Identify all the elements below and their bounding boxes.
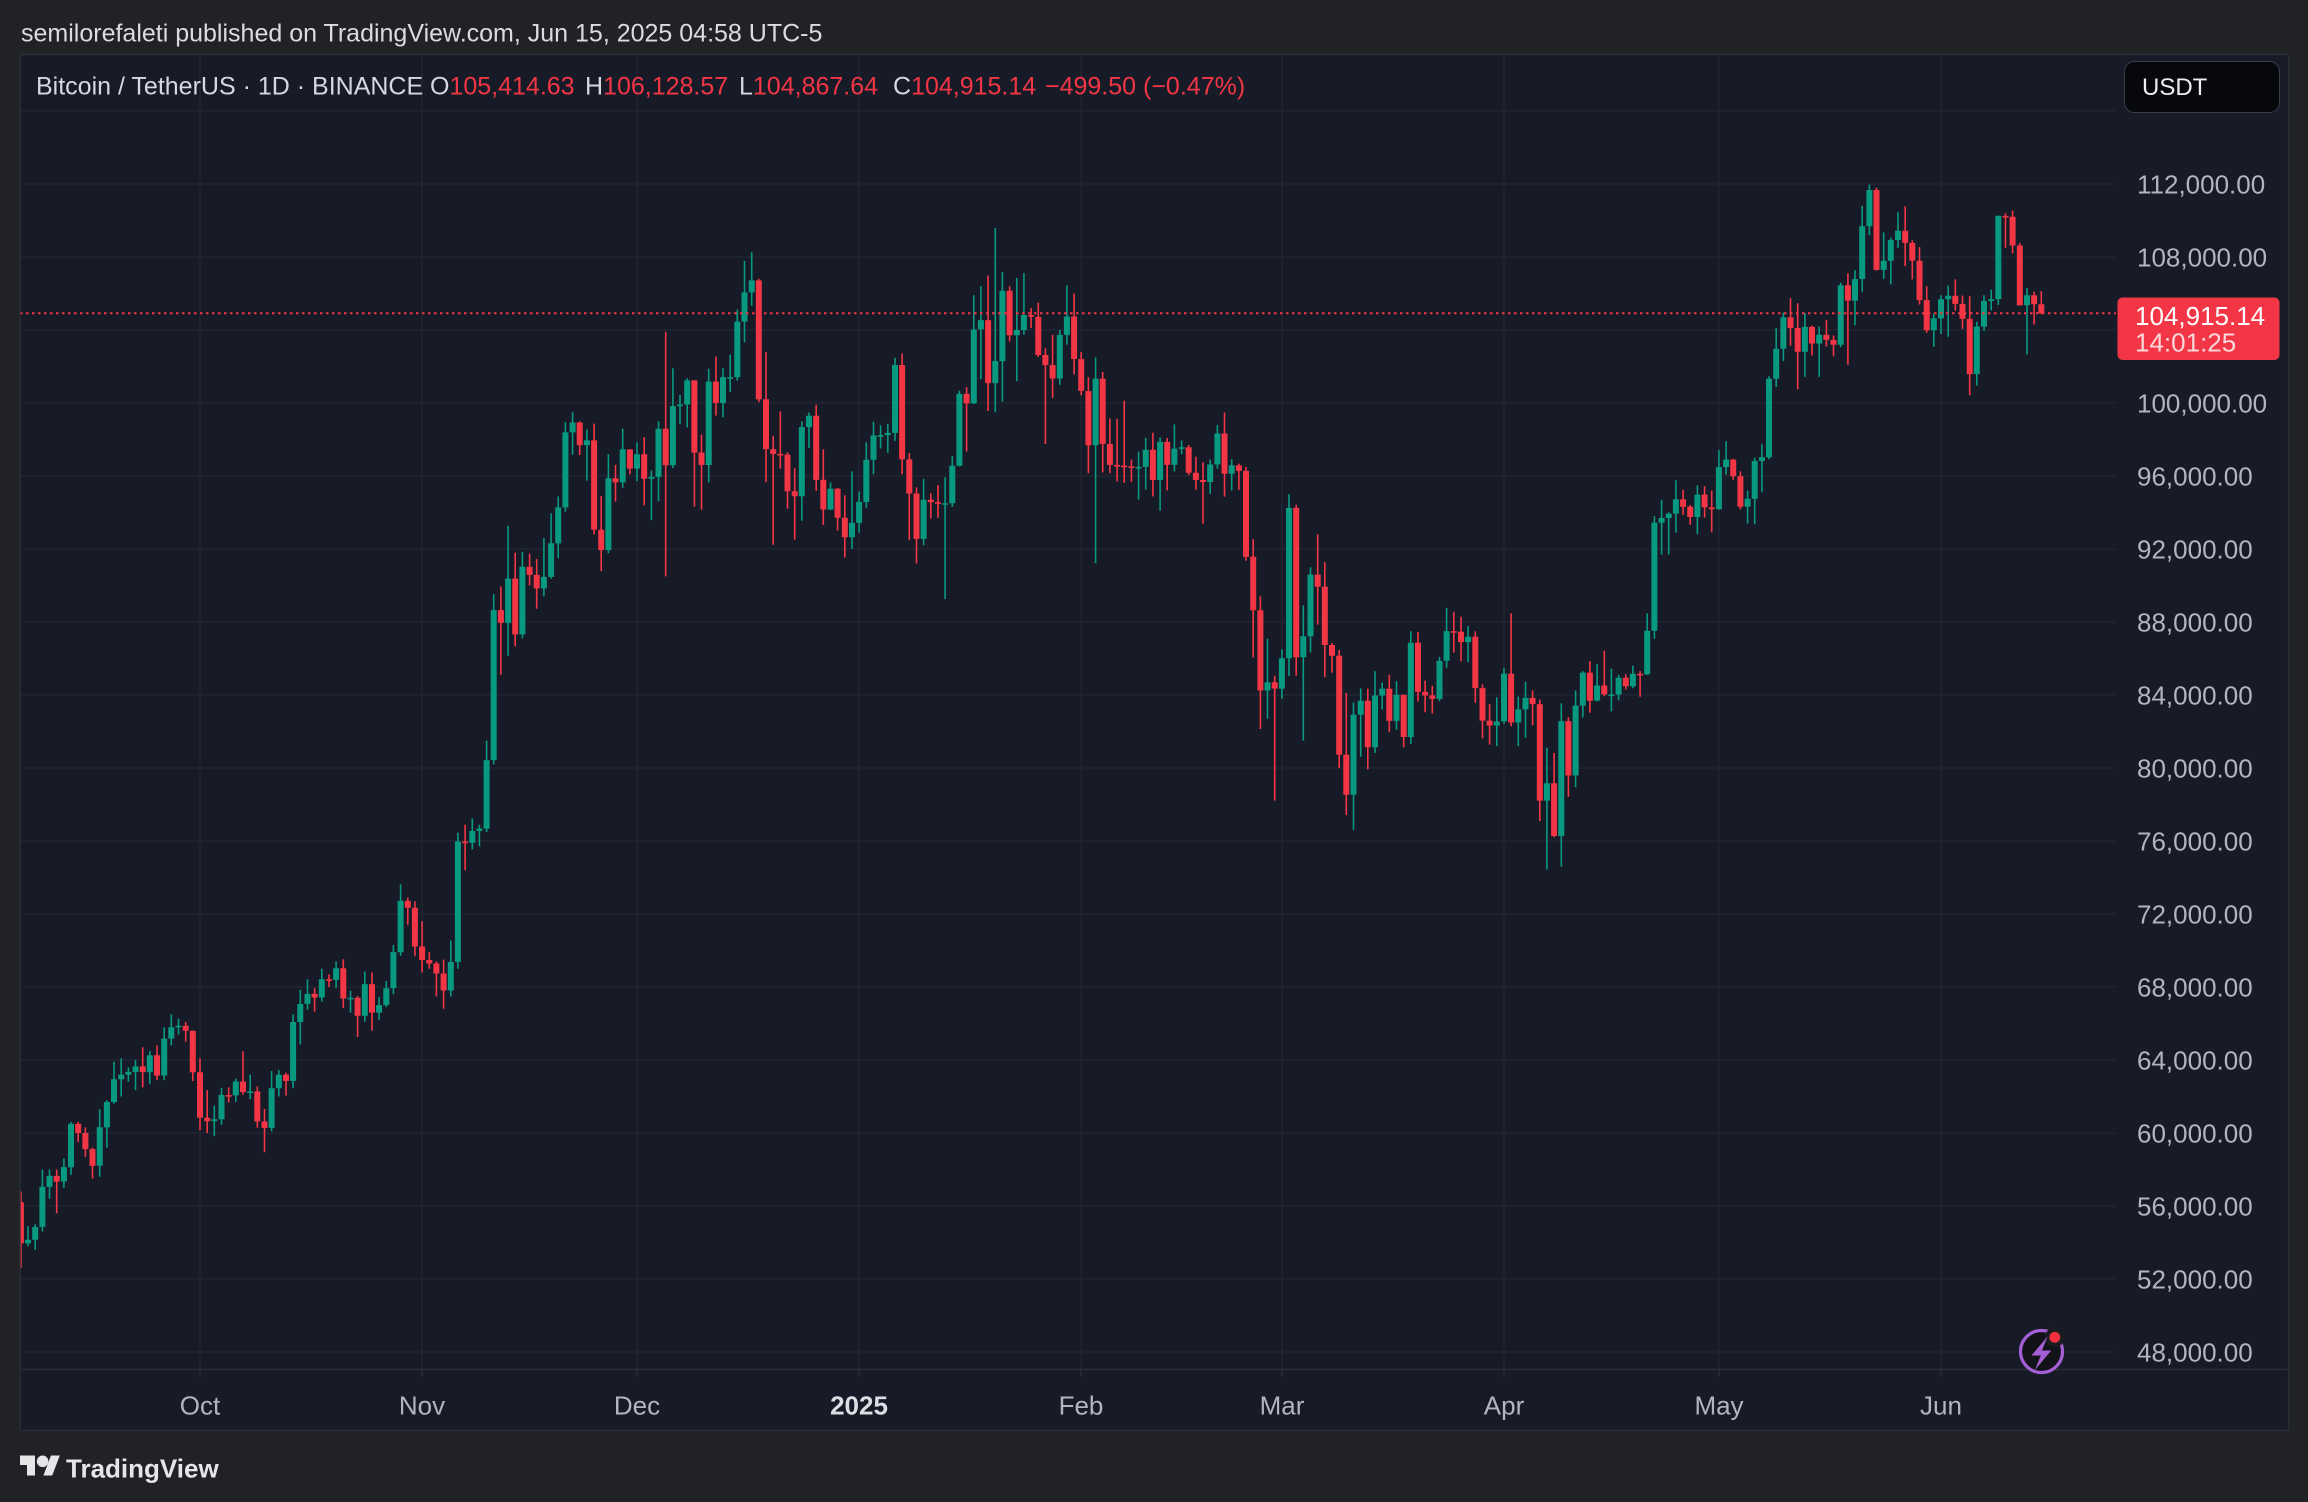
svg-text:Feb: Feb <box>1059 1391 1104 1421</box>
svg-text:−499.50 (−0.47%): −499.50 (−0.47%) <box>1045 73 1245 101</box>
svg-text:56,000.00: 56,000.00 <box>2137 1192 2253 1222</box>
svg-text:52,000.00: 52,000.00 <box>2137 1265 2253 1295</box>
svg-text:92,000.00: 92,000.00 <box>2137 535 2253 565</box>
svg-text:80,000.00: 80,000.00 <box>2137 754 2253 784</box>
svg-text:108,000.00: 108,000.00 <box>2137 243 2267 273</box>
svg-text:104,915.14: 104,915.14 <box>2135 301 2265 331</box>
svg-text:68,000.00: 68,000.00 <box>2137 973 2253 1003</box>
svg-text:Mar: Mar <box>1260 1391 1305 1421</box>
svg-text:48,000.00: 48,000.00 <box>2137 1338 2253 1368</box>
svg-text:72,000.00: 72,000.00 <box>2137 900 2253 930</box>
svg-text:C104,915.14: C104,915.14 <box>893 73 1036 101</box>
svg-text:88,000.00: 88,000.00 <box>2137 608 2253 638</box>
svg-text:100,000.00: 100,000.00 <box>2137 389 2267 419</box>
svg-text:Oct: Oct <box>180 1391 221 1421</box>
svg-text:76,000.00: 76,000.00 <box>2137 827 2253 857</box>
svg-text:H106,128.57: H106,128.57 <box>585 73 728 101</box>
svg-text:L104,867.64: L104,867.64 <box>739 73 878 101</box>
svg-text:60,000.00: 60,000.00 <box>2137 1119 2253 1149</box>
svg-text:Jun: Jun <box>1920 1391 1962 1421</box>
svg-text:O105,414.63: O105,414.63 <box>430 73 575 101</box>
svg-text:USDT: USDT <box>2142 74 2208 101</box>
svg-text:84,000.00: 84,000.00 <box>2137 681 2253 711</box>
svg-text:Dec: Dec <box>614 1391 660 1421</box>
svg-text:112,000.00: 112,000.00 <box>2137 170 2265 200</box>
svg-text:Bitcoin / TetherUS · 1D · BINA: Bitcoin / TetherUS · 1D · BINANCE <box>36 73 423 101</box>
svg-text:semilorefaleti published on Tr: semilorefaleti published on TradingView.… <box>21 20 822 48</box>
svg-text:Apr: Apr <box>1484 1391 1525 1421</box>
svg-text:64,000.00: 64,000.00 <box>2137 1046 2253 1076</box>
svg-text:May: May <box>1694 1391 1743 1421</box>
svg-text:TradingView: TradingView <box>66 1454 219 1484</box>
svg-text:2025: 2025 <box>830 1391 888 1421</box>
svg-text:Nov: Nov <box>399 1391 445 1421</box>
svg-text:14:01:25: 14:01:25 <box>2135 328 2236 358</box>
svg-text:96,000.00: 96,000.00 <box>2137 462 2253 492</box>
